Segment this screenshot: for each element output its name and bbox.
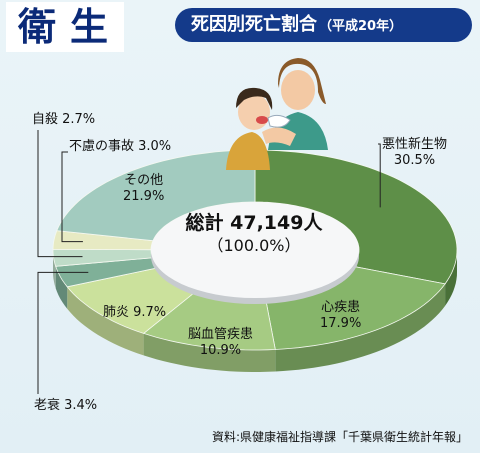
chart-subtitle: （平成20年）	[319, 19, 403, 34]
leader-accident	[61, 151, 83, 243]
nurse-face	[281, 70, 315, 110]
label-heart-disease: 心疾患 17.9%	[320, 300, 361, 332]
total-count: 総計 47,149人	[185, 212, 323, 234]
label-pct: 30.5%	[393, 153, 436, 168]
label-name: 心疾患	[321, 300, 361, 315]
total-summary: 総計 47,149人 （100.0%）	[154, 211, 354, 257]
nurse-arm	[262, 127, 296, 146]
label-pct: 21.9%	[123, 189, 165, 204]
label-name: 悪性新生物	[382, 137, 448, 152]
label-pct: 10.9%	[199, 343, 242, 358]
total-percent: （100.0%）	[207, 236, 301, 255]
tissue	[267, 114, 291, 128]
label-cerebrovascular: 脳血管疾患 10.9%	[188, 327, 253, 359]
slice-1-side	[275, 283, 446, 372]
label-name: 脳血管疾患	[188, 327, 254, 342]
label-name: その他	[124, 173, 164, 188]
label-senility: 老衰 3.4%	[34, 398, 98, 413]
center-hole	[151, 202, 359, 298]
child-mouth	[256, 116, 268, 124]
child-body	[226, 132, 270, 170]
label-other: その他 21.9%	[123, 173, 164, 205]
chart-title: 死因別死亡割合	[191, 14, 317, 35]
slice-2-side	[143, 333, 276, 372]
leader-senility	[37, 271, 89, 394]
nurse-hair	[278, 58, 326, 104]
label-pct: 17.9%	[320, 316, 362, 331]
section-title: 衛生	[6, 2, 124, 52]
label-malignant-neoplasm: 悪性新生物 30.5%	[382, 137, 447, 169]
label-suicide: 自殺 2.7%	[32, 112, 96, 127]
doctor-child-illustration	[226, 58, 328, 170]
slice-4-side	[55, 266, 68, 309]
child-hair	[236, 87, 273, 110]
leader-suicide	[37, 130, 83, 258]
slice-0-side	[445, 250, 457, 306]
slice-3-side	[67, 286, 144, 356]
chart-title-badge: 死因別死亡割合 （平成20年）	[175, 8, 472, 42]
label-accident: 不慮の事故 3.0%	[69, 139, 172, 154]
source-note: 資料:県健康福祉指導課「千葉県衛生統計年報」	[211, 430, 468, 444]
leader-malignant	[378, 143, 381, 208]
label-pneumonia: 肺炎 9.7%	[103, 305, 167, 320]
